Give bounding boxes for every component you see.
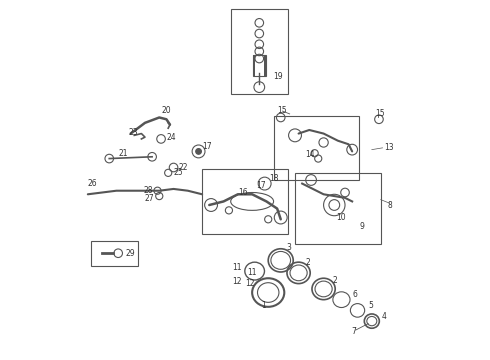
Text: 17: 17: [256, 181, 266, 190]
Text: 2: 2: [306, 258, 311, 267]
Text: 28: 28: [144, 185, 153, 194]
Text: 19: 19: [273, 72, 283, 81]
Text: 10: 10: [336, 213, 346, 222]
Text: 5: 5: [368, 301, 373, 310]
Text: 6: 6: [352, 290, 357, 299]
Bar: [273, 116, 359, 180]
Bar: [92, 241, 138, 266]
Text: 11: 11: [247, 268, 256, 277]
Text: 7: 7: [351, 327, 356, 336]
Text: 4: 4: [381, 312, 386, 321]
Text: 2: 2: [333, 275, 337, 284]
Text: 11: 11: [232, 263, 242, 272]
Text: 20: 20: [161, 106, 171, 115]
Text: 24: 24: [167, 133, 176, 142]
Text: 12: 12: [232, 277, 242, 286]
Text: 9: 9: [359, 222, 364, 231]
Text: 26: 26: [88, 179, 98, 188]
Bar: [295, 173, 381, 244]
Bar: [202, 169, 288, 234]
Circle shape: [196, 149, 201, 154]
Text: 3: 3: [286, 243, 291, 252]
Text: 8: 8: [388, 201, 392, 210]
Text: 1: 1: [261, 301, 266, 310]
Text: 12: 12: [245, 279, 254, 288]
Text: 15: 15: [277, 106, 287, 115]
Text: 15: 15: [375, 109, 385, 118]
Text: 21: 21: [118, 149, 128, 158]
Bar: [231, 9, 288, 94]
Text: 25: 25: [173, 168, 183, 177]
Bar: [255, 51, 264, 84]
Text: 17: 17: [202, 141, 212, 150]
Text: 14: 14: [305, 150, 315, 159]
Text: 23: 23: [129, 129, 139, 138]
Bar: [253, 55, 266, 76]
Text: 29: 29: [125, 249, 135, 258]
Text: 13: 13: [384, 143, 394, 152]
Text: 22: 22: [179, 163, 189, 172]
Text: 18: 18: [270, 174, 279, 183]
Bar: [253, 55, 266, 76]
Text: 27: 27: [144, 194, 154, 203]
Text: 16: 16: [238, 188, 247, 197]
